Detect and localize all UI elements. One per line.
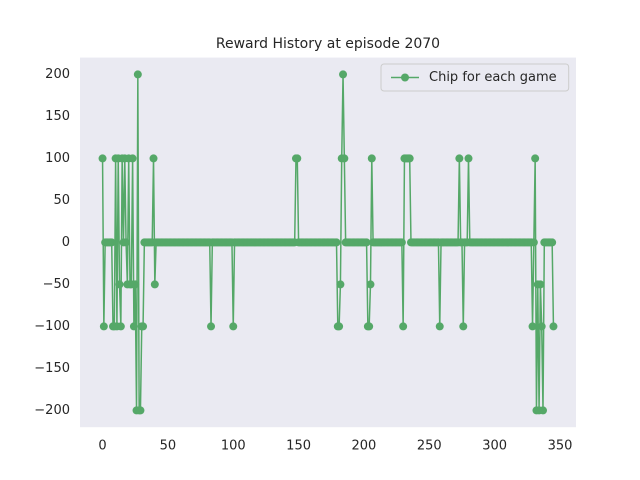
- x-tick-label: 50: [160, 439, 177, 454]
- data-point: [405, 154, 414, 163]
- x-tick-label: 0: [98, 439, 106, 454]
- data-point: [537, 322, 546, 331]
- data-point: [116, 322, 125, 331]
- x-tick-label: 350: [548, 439, 573, 454]
- data-point: [464, 154, 473, 163]
- data-point: [529, 238, 538, 247]
- legend-label: Chip for each game: [429, 70, 557, 85]
- data-point: [365, 322, 374, 331]
- data-point: [340, 154, 349, 163]
- data-point: [207, 322, 216, 331]
- data-point: [548, 238, 557, 247]
- plot: [98, 70, 558, 415]
- x-tick-label: 250: [417, 439, 442, 454]
- data-point: [150, 280, 159, 289]
- data-point: [399, 322, 408, 331]
- data-point: [435, 322, 444, 331]
- data-point: [459, 322, 468, 331]
- data-point: [115, 280, 124, 289]
- data-point: [293, 154, 302, 163]
- y-tick-label: −150: [34, 361, 70, 376]
- x-tick-label: 300: [482, 439, 507, 454]
- y-tick-label: 150: [45, 109, 70, 124]
- data-point: [139, 322, 148, 331]
- data-point: [362, 238, 371, 247]
- data-point: [136, 406, 145, 415]
- data-point: [366, 280, 375, 289]
- x-tick-label: 100: [221, 439, 246, 454]
- y-tick-label: −100: [34, 319, 70, 334]
- y-tick-label: 200: [45, 67, 70, 82]
- data-point: [538, 406, 547, 415]
- legend-marker: [401, 73, 409, 82]
- y-tick-label: −200: [34, 403, 70, 418]
- data-point: [129, 322, 138, 331]
- data-point: [536, 280, 545, 289]
- data-point: [336, 280, 345, 289]
- data-point: [229, 322, 238, 331]
- data-point: [531, 154, 540, 163]
- y-tick-label: 0: [62, 235, 70, 250]
- data-point: [367, 154, 376, 163]
- x-tick-label: 150: [286, 439, 311, 454]
- y-tick-label: −50: [43, 277, 70, 292]
- data-point: [335, 322, 344, 331]
- data-point: [122, 238, 131, 247]
- data-point: [107, 238, 116, 247]
- data-point: [133, 70, 142, 79]
- chart-title: Reward History at episode 2070: [216, 36, 440, 52]
- data-point: [339, 70, 348, 79]
- data-point: [128, 154, 137, 163]
- data-point: [528, 322, 537, 331]
- y-tick-label: 100: [45, 151, 70, 166]
- legend-box: [380, 63, 570, 92]
- x-tick-label: 200: [352, 439, 377, 454]
- data-point: [149, 154, 158, 163]
- data-point: [549, 322, 558, 331]
- data-point: [98, 154, 107, 163]
- y-tick-label: 50: [53, 193, 70, 208]
- data-point: [397, 238, 406, 247]
- data-point: [131, 280, 140, 289]
- legend: Chip for each game: [380, 63, 570, 92]
- data-point: [455, 154, 464, 163]
- data-point: [99, 322, 108, 331]
- data-point: [332, 238, 341, 247]
